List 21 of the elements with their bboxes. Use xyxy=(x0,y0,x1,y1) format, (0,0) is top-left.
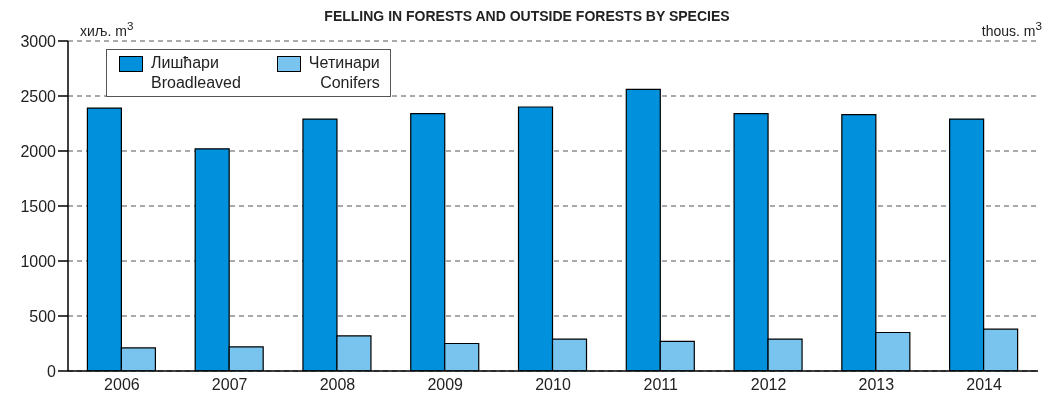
y-tick-label: 3000 xyxy=(20,32,57,50)
x-tick-label: 2011 xyxy=(643,376,679,394)
text: хиљ. m$^{3}$ xyxy=(80,19,134,39)
x-tick-label: 2008 xyxy=(319,376,356,394)
y-tick-label: 2500 xyxy=(20,87,57,105)
y-tick-label: 500 xyxy=(29,307,57,325)
x-tick-label: 2010 xyxy=(535,376,571,394)
x-tick-label: 2009 xyxy=(427,376,464,394)
chart-title: FELLING IN FORESTS AND OUTSIDE FORESTS BY SPECIES xyxy=(324,8,730,24)
legend-label: Четинари Conifers xyxy=(308,53,380,93)
x-tick-label: 2014 xyxy=(966,376,1003,394)
y-tick-label: 1500 xyxy=(20,197,57,215)
y-tick-label: 1000 xyxy=(20,252,57,270)
legend-label: Лишћари Broadleaved xyxy=(151,53,241,93)
y-tick-label: 0 xyxy=(47,362,57,380)
x-tick-label: 2006 xyxy=(104,376,140,394)
x-tick-label: 2013 xyxy=(858,376,895,394)
y-tick-label: 2000 xyxy=(20,142,57,160)
x-tick-label: 2007 xyxy=(211,376,248,394)
x-tick-label: 2012 xyxy=(750,376,787,394)
text: thous. m$^{3}$ xyxy=(981,19,1042,39)
